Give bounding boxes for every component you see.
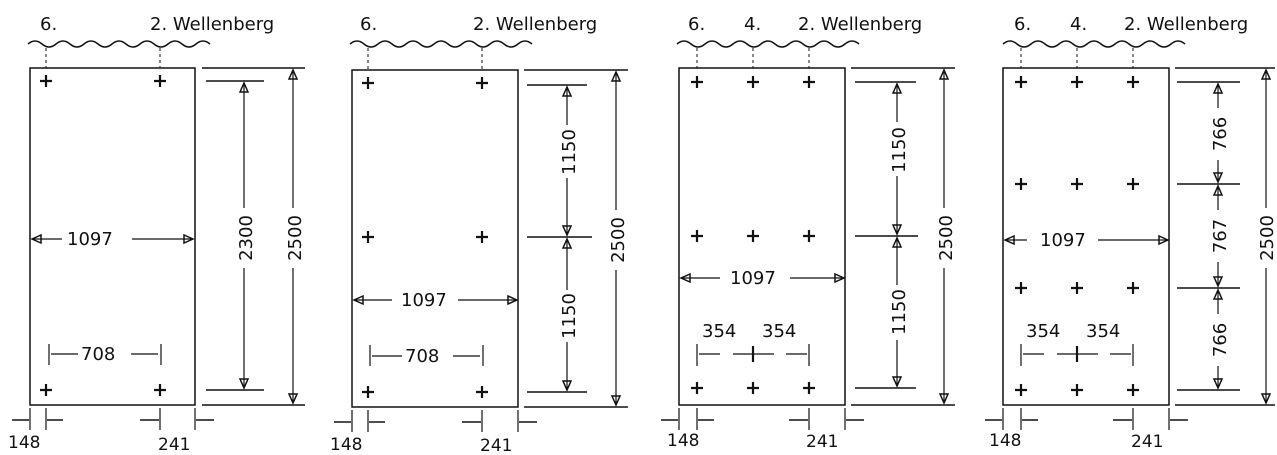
dim-label: 1097: [67, 229, 113, 250]
dim-label: 241: [806, 432, 838, 452]
dim-label: 1097: [730, 268, 776, 289]
panel-4: 6. 4. 2. Wellenberg 1097 354 354: [985, 14, 1277, 452]
fastener-crosses: [362, 77, 488, 398]
dim-label: 2500: [608, 217, 629, 263]
dim-label: 766: [1210, 323, 1231, 357]
dim-label: 708: [81, 344, 115, 365]
panel-2: 6. 2. Wellenberg 1097 708: [330, 14, 629, 455]
dim-label: 2300: [236, 215, 257, 261]
dim-label: 1150: [559, 293, 580, 339]
wave-line: [676, 40, 860, 48]
dim-2500: 2500: [285, 68, 306, 405]
dim-2500: 2500: [1257, 68, 1277, 405]
wave-line: [349, 40, 533, 48]
dim-label: 148: [667, 431, 699, 451]
dim-766-lower: 766: [1210, 288, 1231, 390]
dim-354: 354 354: [696, 321, 810, 366]
dim-label: 2500: [936, 215, 957, 261]
edge-dims: 148 241: [330, 410, 537, 455]
rib-label-4: 4.: [744, 14, 761, 35]
rib-label-6: 6.: [688, 14, 705, 35]
rib-label-6: 6.: [1014, 14, 1031, 35]
dim-label: 354: [1026, 321, 1060, 342]
dim-1150-upper: 1150: [889, 82, 910, 236]
dim-767: 767: [1210, 184, 1231, 288]
dim-2500: 2500: [608, 70, 629, 407]
dim-label: 1097: [401, 290, 447, 311]
fastener-crosses: [691, 76, 815, 394]
dim-label: 1150: [889, 289, 910, 335]
dim-354: 354 354: [1020, 321, 1134, 366]
wave-line: [1002, 40, 1186, 48]
rib-label-2-wellenberg: 2. Wellenberg: [473, 14, 597, 35]
dim-766-upper: 766: [1210, 82, 1231, 184]
edge-dims: 148 241: [985, 408, 1188, 452]
dim-label: 354: [762, 321, 796, 342]
dim-label: 241: [480, 436, 512, 455]
dim-label: 241: [158, 435, 190, 455]
dim-1150-lower: 1150: [559, 237, 580, 392]
dim-label: 354: [702, 321, 736, 342]
rib-label-2-wellenberg: 2. Wellenberg: [1124, 14, 1248, 35]
dim-label: 708: [405, 346, 439, 367]
rib-label-6: 6.: [40, 14, 57, 35]
panel-outline: [678, 67, 846, 406]
dim-label: 354: [1086, 321, 1120, 342]
dim-1097: 1097: [1003, 230, 1170, 251]
rib-label-2-wellenberg: 2. Wellenberg: [798, 14, 922, 35]
panel-outline: [1002, 67, 1170, 406]
rib-label-2-wellenberg: 2. Wellenberg: [150, 14, 274, 35]
dim-label: 766: [1210, 117, 1231, 151]
dim-708: 708: [48, 344, 162, 365]
wave-line: [27, 40, 211, 48]
dim-label: 148: [8, 433, 40, 453]
rib-label-4: 4.: [1070, 14, 1087, 35]
dim-label: 148: [989, 431, 1021, 451]
dim-2500: 2500: [936, 68, 957, 405]
dim-1097: 1097: [30, 229, 195, 250]
panel-1: 6. 2. Wellenberg 1097 708: [8, 14, 306, 455]
dim-2300: 2300: [236, 81, 257, 390]
panel-outline: [29, 67, 196, 406]
dim-label: 1150: [889, 127, 910, 173]
edge-dims: 148 241: [8, 408, 214, 455]
dim-label: 148: [330, 435, 362, 455]
dim-label: 241: [1131, 432, 1163, 452]
dim-label: 1150: [559, 129, 580, 175]
fastener-crosses: [1015, 76, 1139, 396]
dim-label: 767: [1210, 219, 1231, 253]
dim-label: 2500: [285, 215, 306, 261]
panel-outline: [351, 69, 519, 408]
rib-label-6: 6.: [360, 14, 377, 35]
dim-1150-upper: 1150: [559, 85, 580, 237]
panel-3: 6. 4. 2. Wellenberg 1097 354 354: [661, 14, 957, 452]
dim-1150-lower: 1150: [889, 236, 910, 388]
dim-label: 1097: [1040, 230, 1086, 251]
dim-1097: 1097: [679, 268, 846, 289]
dim-1097: 1097: [352, 290, 519, 311]
edge-dims: 148 241: [661, 408, 864, 452]
dim-708: 708: [369, 345, 484, 367]
fastener-crosses: [40, 75, 166, 396]
dim-label: 2500: [1257, 215, 1277, 261]
